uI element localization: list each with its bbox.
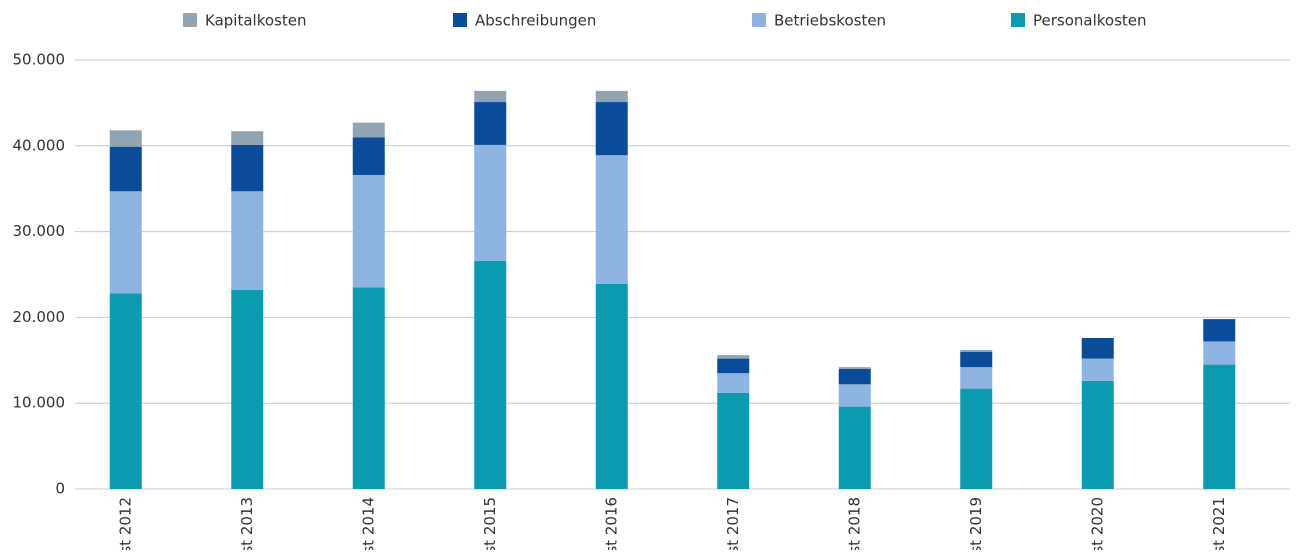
x-tick-label: Ist 2012 bbox=[116, 497, 134, 550]
x-tick-label: Ist 2017 bbox=[724, 497, 742, 550]
bar-segment bbox=[1081, 380, 1114, 489]
x-tick-label: Ist 2021 bbox=[1210, 497, 1228, 550]
bar-segment bbox=[838, 384, 871, 407]
bar-segment bbox=[838, 367, 871, 369]
bar-segment bbox=[474, 102, 507, 145]
bar-segment bbox=[960, 367, 993, 389]
bar-segment bbox=[231, 191, 264, 290]
bar-segment bbox=[1203, 319, 1236, 342]
bar-segment bbox=[960, 350, 993, 352]
bar-segment bbox=[109, 191, 142, 294]
bar-segment bbox=[474, 90, 507, 103]
bar-segment bbox=[231, 144, 264, 192]
bar-segment bbox=[474, 144, 507, 261]
bar-segment bbox=[595, 155, 628, 284]
legend-swatch bbox=[1011, 13, 1025, 27]
x-tick-label: Ist 2015 bbox=[481, 497, 499, 550]
bar-segment bbox=[231, 131, 264, 145]
legend-label: Betriebskosten bbox=[774, 12, 886, 30]
bar-segment bbox=[717, 355, 750, 359]
bar-segment bbox=[717, 392, 750, 489]
legend-label: Abschreibungen bbox=[475, 12, 596, 30]
bar-segment bbox=[474, 260, 507, 489]
bar-segment bbox=[1203, 364, 1236, 489]
legend-swatch bbox=[453, 13, 467, 27]
y-tick-label: 20.000 bbox=[13, 308, 66, 326]
x-tick-label: Ist 2016 bbox=[602, 497, 620, 550]
bar-segment bbox=[109, 130, 142, 147]
bar-segment bbox=[595, 102, 628, 156]
x-tick-label: Ist 2013 bbox=[238, 497, 256, 550]
bar-segment bbox=[960, 388, 993, 489]
x-tick-label: Ist 2020 bbox=[1088, 497, 1106, 550]
bar-segment bbox=[838, 406, 871, 489]
bar-segment bbox=[1081, 337, 1114, 359]
bar-segment bbox=[595, 90, 628, 103]
y-tick-label: 50.000 bbox=[13, 51, 66, 69]
bar-segment bbox=[960, 351, 993, 368]
legend-swatch bbox=[183, 13, 197, 27]
bar-segment bbox=[109, 293, 142, 489]
legend-swatch bbox=[752, 13, 766, 27]
x-tick-label: Ist 2019 bbox=[967, 497, 985, 550]
bar-segment bbox=[717, 373, 750, 393]
bar-segment bbox=[109, 146, 142, 192]
bar-segment bbox=[352, 122, 385, 138]
y-tick-label: 30.000 bbox=[13, 222, 66, 240]
y-tick-label: 10.000 bbox=[13, 394, 66, 412]
bar-segment bbox=[352, 174, 385, 288]
y-tick-label: 40.000 bbox=[13, 136, 66, 154]
bar-segment bbox=[1081, 358, 1114, 381]
legend-label: Personalkosten bbox=[1033, 12, 1147, 30]
bar-segment bbox=[231, 289, 264, 489]
y-tick-label: 0 bbox=[55, 480, 65, 498]
bar-segment bbox=[595, 283, 628, 489]
x-tick-label: Ist 2014 bbox=[359, 497, 377, 550]
x-tick-label: Ist 2018 bbox=[845, 497, 863, 550]
bar-segment bbox=[1203, 341, 1236, 365]
bar-segment bbox=[838, 368, 871, 385]
bar-segment bbox=[717, 358, 750, 374]
bar-segment bbox=[352, 287, 385, 489]
legend-label: Kapitalkosten bbox=[205, 12, 306, 30]
bar-segment bbox=[352, 137, 385, 175]
